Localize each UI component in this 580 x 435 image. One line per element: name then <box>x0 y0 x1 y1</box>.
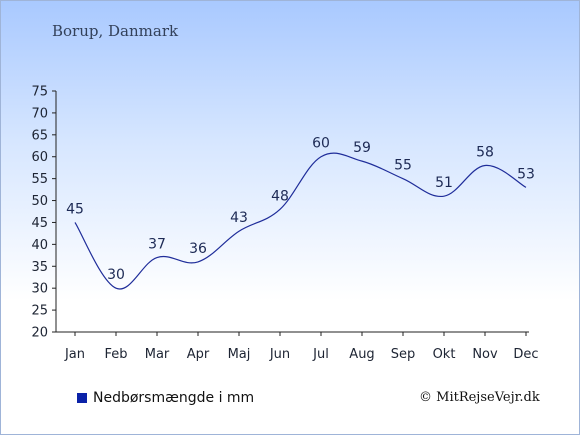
legend-label: Nedbørsmængde i mm <box>93 390 255 406</box>
y-tick-label: 20 <box>31 326 48 341</box>
data-label: 36 <box>189 241 207 257</box>
x-tick-label: Feb <box>104 347 127 362</box>
y-tick-label: 65 <box>31 128 48 143</box>
data-label: 58 <box>476 144 494 160</box>
x-tick-label: Sep <box>391 347 416 362</box>
data-label: 45 <box>66 201 84 217</box>
y-tick-label: 35 <box>31 260 48 275</box>
data-label: 51 <box>435 175 453 191</box>
data-label: 48 <box>271 188 289 204</box>
axes <box>55 91 529 333</box>
y-tick-label: 60 <box>31 150 48 165</box>
x-tick-label: Dec <box>513 347 538 362</box>
data-label: 53 <box>517 166 535 182</box>
y-tick-label: 75 <box>31 85 48 100</box>
copyright-text: © MitRejseVejr.dk <box>419 390 540 405</box>
legend: Nedbørsmængde i mm <box>77 390 254 406</box>
x-tick-label: Nov <box>472 347 498 362</box>
legend-swatch <box>77 393 87 403</box>
y-tick-label: 50 <box>31 194 48 209</box>
x-tick-label: Apr <box>187 347 210 362</box>
y-tick-label: 30 <box>31 282 48 297</box>
x-tick-label: Jan <box>64 347 85 362</box>
y-axis-ticks: 20 25 30 35 40 45 50 55 60 65 70 75 <box>31 85 56 341</box>
data-label: 30 <box>107 267 125 283</box>
x-axis-ticks: Jan Feb Mar Apr Maj Jun Jul Aug Sep Okt Nov Dec <box>64 332 539 362</box>
x-tick-label: Jun <box>269 347 290 362</box>
y-tick-label: 25 <box>31 304 48 319</box>
precipitation-line <box>74 152 527 290</box>
y-tick-label: 45 <box>31 216 48 231</box>
y-tick-label: 40 <box>31 238 48 253</box>
data-label: 60 <box>312 136 330 152</box>
data-labels: 45 30 37 36 43 48 60 59 55 51 58 53 <box>66 136 535 283</box>
x-tick-label: Aug <box>349 347 374 362</box>
x-tick-label: Jul <box>312 347 329 362</box>
x-tick-label: Mar <box>145 347 170 362</box>
x-tick-label: Okt <box>433 347 456 362</box>
data-label: 55 <box>394 158 412 174</box>
data-label: 59 <box>353 140 371 156</box>
y-tick-label: 70 <box>31 106 48 121</box>
x-tick-label: Maj <box>228 347 251 362</box>
y-tick-label: 55 <box>31 172 48 187</box>
data-label: 37 <box>148 237 166 253</box>
location-title: Borup, Danmark <box>52 22 179 40</box>
data-label: 43 <box>230 210 248 226</box>
